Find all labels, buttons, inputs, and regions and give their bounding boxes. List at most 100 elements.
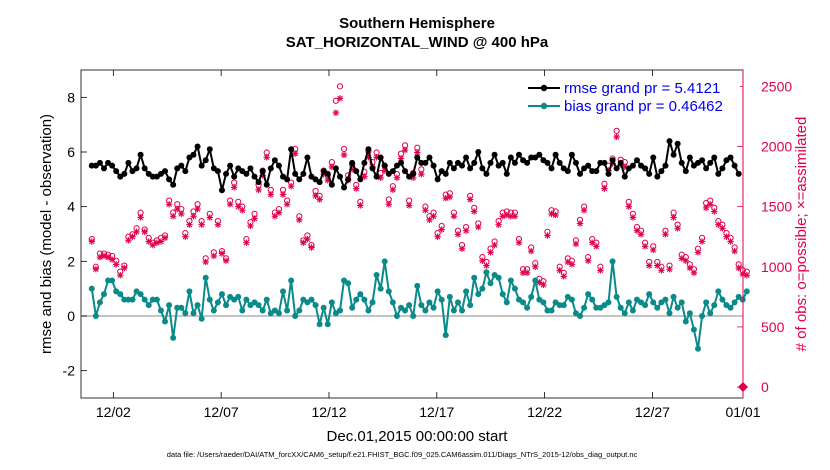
rmse-series-point: [422, 159, 429, 166]
obs-assimilated-point: [674, 225, 681, 232]
obs-assimilated-point: [401, 146, 409, 154]
obs-assimilated-point: [727, 238, 734, 245]
bias-series-point: [255, 302, 262, 309]
rmse-series-point: [467, 165, 474, 172]
obs-assimilated-point: [214, 221, 222, 228]
obs-assimilated-point: [491, 241, 498, 249]
rmse-series-point: [259, 168, 266, 175]
y-tick-label: 4: [67, 199, 75, 215]
rmse-series-point: [377, 154, 384, 161]
bias-series-point: [690, 326, 697, 333]
obs-assimilated-point: [572, 240, 580, 248]
obs-assimilated-point: [666, 265, 673, 273]
bias-series-point: [385, 288, 392, 295]
bias-series-point: [210, 307, 217, 314]
rmse-series-point: [446, 159, 453, 166]
obs-assimilated-point: [174, 205, 181, 213]
rmse-series-point: [202, 157, 209, 164]
obs-assimilated-point: [292, 150, 299, 157]
obs-assimilated-point: [133, 228, 140, 236]
bias-series-point: [312, 302, 319, 309]
legend-bias-label: bias grand pr = 0.46462: [564, 98, 723, 115]
bias-series-point: [715, 288, 722, 295]
bias-series-point: [186, 288, 193, 295]
obs-assimilated-point: [698, 238, 706, 245]
obs-assimilated-point: [707, 201, 714, 208]
rmse-series-point: [170, 181, 177, 188]
rmse-series-point: [121, 170, 128, 177]
bias-series-point: [410, 313, 417, 319]
bias-series-point: [109, 277, 116, 284]
rmse-series-point: [125, 159, 132, 166]
rmse-series-point: [369, 165, 376, 172]
obs-assimilated-point: [194, 205, 201, 213]
rmse-series-point: [593, 168, 600, 175]
bias-series-point: [483, 269, 490, 276]
bias-series-point: [499, 291, 506, 298]
obs-assimilated-point: [92, 265, 100, 273]
bias-series-point: [418, 302, 425, 309]
rmse-series-point: [507, 154, 514, 161]
rmse-series-point: [137, 151, 144, 158]
legend-bias-marker: [540, 102, 548, 110]
rmse-series-point: [223, 170, 230, 177]
bias-series-point: [92, 313, 99, 319]
obs-assimilated-point: [178, 210, 185, 218]
bias-series-point: [646, 291, 653, 298]
bias-series-point: [467, 302, 474, 309]
bias-series-point: [743, 288, 750, 295]
bias-series-point: [686, 310, 693, 317]
bias-series-point: [703, 299, 710, 306]
bias-series-point: [129, 296, 136, 303]
rmse-series-point: [113, 168, 120, 175]
obs-assimilated-point: [458, 245, 466, 252]
obs-assimilated-point: [466, 196, 474, 203]
obs-assimilated-point: [182, 233, 189, 240]
obs-assimilated-point: [121, 264, 128, 272]
rmse-series-point: [430, 162, 437, 169]
bias-series-point: [605, 299, 612, 306]
rmse-series-point: [341, 184, 348, 191]
rmse-series-point: [515, 151, 522, 158]
obs-assimilated-point: [336, 95, 344, 102]
obs-assimilated-point: [263, 154, 270, 161]
obs-assimilated-point: [222, 257, 230, 264]
rmse-series-point: [389, 168, 396, 175]
y-right-tick-label: 1500: [761, 199, 792, 215]
rmse-series-point: [727, 154, 734, 161]
bias-series-point: [650, 299, 657, 306]
obs-assimilated-point: [283, 201, 291, 208]
rmse-series-point: [536, 151, 543, 158]
x-tick-label: 12/27: [635, 404, 670, 420]
bias-series-point: [288, 277, 295, 284]
rmse-series-point: [699, 157, 706, 164]
rmse-series-point: [109, 162, 116, 169]
bias-series-point: [581, 304, 588, 311]
obs-assimilated-point: [731, 247, 738, 255]
bias-series-point: [625, 299, 632, 306]
obs-assimilated-point: [515, 239, 523, 246]
bias-series-point: [190, 310, 197, 317]
bias-series: [88, 258, 750, 352]
rmse-series-point: [548, 165, 555, 172]
obs-assimilated-point: [560, 273, 567, 280]
rmse-series-point: [646, 170, 653, 177]
rmse-series-point: [414, 154, 421, 161]
bias-series-point: [141, 296, 148, 303]
bias-series-point: [479, 285, 486, 292]
obs-assimilated-point: [169, 213, 177, 220]
bias-series-point: [475, 291, 482, 298]
obs-assimilated-point: [239, 207, 246, 214]
obs-assimilated-point: [568, 261, 576, 268]
obs-assimilated-point: [141, 228, 148, 236]
obs-assimilated-point: [682, 257, 689, 264]
rmse-series-point: [491, 151, 498, 158]
rmse-series-point: [450, 165, 457, 172]
obs-assimilated-point: [271, 213, 279, 220]
obs-assimilated-point: [483, 262, 490, 269]
obs-assimilated-point: [332, 109, 340, 117]
obs-assimilated-point: [397, 155, 405, 162]
bias-series-point: [170, 334, 177, 341]
rmse-series-point: [613, 165, 620, 172]
